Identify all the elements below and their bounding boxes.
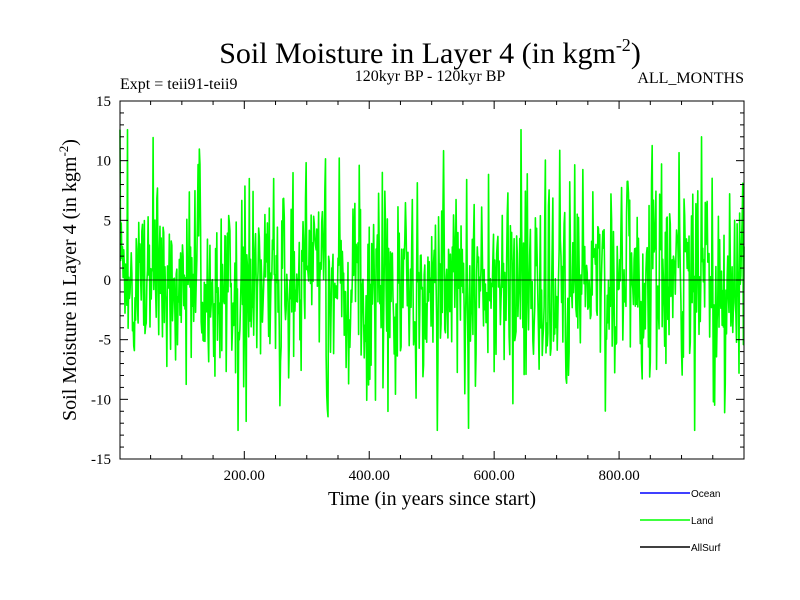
- x-tick-label: 200.00: [224, 468, 265, 484]
- y-axis: 15 10 5 0 -5 -10 -15: [91, 94, 744, 468]
- land-line: [119, 128, 745, 432]
- y-tick-label: -5: [99, 333, 112, 349]
- y-tick-label: 15: [96, 94, 111, 110]
- y-axis-label: Soil Moisture in Layer 4 (in kgm-2): [56, 139, 81, 421]
- legend-label-ocean: Ocean: [691, 489, 720, 500]
- land-series: [119, 128, 745, 432]
- chart-title: Soil Moisture in Layer 4 (in kgm-2): [219, 35, 641, 70]
- x-axis: 200.00 400.00 600.00 800.00: [150, 101, 714, 484]
- y-tick-label: 5: [104, 213, 112, 229]
- months-label: ALL_MONTHS: [637, 70, 744, 87]
- x-tick-label: 600.00: [474, 468, 515, 484]
- y-tick-label: 10: [96, 154, 111, 170]
- legend-label-allsurf: AllSurf: [691, 543, 721, 554]
- legend: Ocean Land AllSurf: [640, 489, 721, 554]
- x-tick-label: 800.00: [598, 468, 639, 484]
- y-tick-label: 0: [104, 273, 112, 289]
- x-tick-label: 400.00: [349, 468, 390, 484]
- x-axis-label: Time (in years since start): [328, 488, 536, 510]
- period-label: 120kyr BP - 120kyr BP: [355, 68, 506, 85]
- y-tick-label: -10: [91, 392, 111, 408]
- y-tick-label: -15: [91, 452, 111, 468]
- experiment-label: Expt = teii91-teii9: [120, 76, 237, 93]
- legend-label-land: Land: [691, 516, 713, 527]
